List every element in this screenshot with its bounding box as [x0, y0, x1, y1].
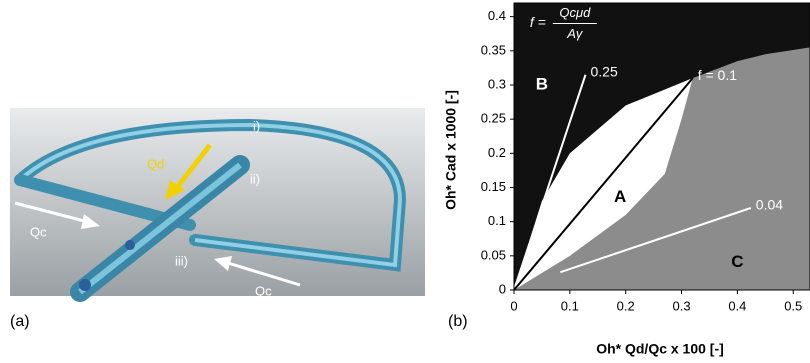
y-tick-label: 0.05: [481, 247, 506, 262]
x-tick-label: 0.1: [561, 298, 579, 313]
y-tick-label: 0.1: [488, 213, 506, 228]
boundary-line: [513, 77, 694, 291]
formula-lhs: f =: [530, 14, 546, 30]
y-tick-label: 0.2: [488, 145, 506, 160]
tube-main-highlight: [78, 162, 242, 295]
photo-label: iii): [175, 253, 188, 268]
photo-background: [10, 108, 425, 296]
x-tick-label: 0: [510, 298, 517, 313]
region: [514, 3, 810, 290]
boundary-line: [513, 74, 587, 291]
y-axis-label: Oh* Cad x 1000 [-]: [443, 90, 459, 210]
photo-label: ii): [250, 171, 260, 186]
x-tick-label: 0.4: [728, 298, 746, 313]
arrow-qc-right: [227, 261, 301, 287]
line-label: 0.25: [590, 63, 617, 79]
y-tick-label: 0.15: [481, 179, 506, 194]
droplet: [125, 240, 135, 250]
y-tick-label: 0.4: [488, 8, 506, 23]
formula-denominator: Aγ: [566, 26, 584, 41]
photo-label: Qc: [255, 283, 272, 298]
x-tick-label: 0.3: [673, 298, 691, 313]
boundary-line: [560, 207, 752, 274]
photo-label: i): [253, 118, 260, 133]
line-label: 0.04: [756, 197, 783, 213]
y-tick-label: 0: [499, 281, 506, 296]
photo-label: Qc: [30, 224, 47, 239]
region-label: C: [731, 252, 743, 271]
tube-highlight: [18, 122, 403, 268]
x-axis-label: Oh* Qd/Qc x 100 [-]: [596, 341, 724, 357]
arrow-qc-left: [14, 201, 89, 224]
chart: B A C 0.25 f = 0.1 0.04 0 0.05 0.1 0.15 0.2 0.25 0.3…: [443, 2, 810, 357]
photo-label: Qd: [147, 156, 164, 171]
plot-frame: [513, 2, 810, 291]
panel-label: (b): [448, 313, 468, 330]
y-tick-label: 0.35: [481, 42, 506, 57]
arrow-qc-left-head: [81, 214, 100, 229]
x-tick-label: 0.5: [784, 298, 802, 313]
x-tick-label: 0.2: [617, 298, 635, 313]
region-label: A: [614, 187, 626, 206]
arrow-qd-head: [165, 180, 185, 200]
droplet: [79, 279, 91, 291]
region-label: B: [536, 74, 548, 93]
y-tick-label: 0.3: [488, 76, 506, 91]
photo: i) ii) iii) Qd Qc Qc: [10, 108, 425, 302]
arrow-qc-right-head: [214, 256, 232, 271]
y-tick-label: 0.25: [481, 111, 506, 126]
arrow-qd: [173, 143, 212, 192]
formula-numerator: Qcμd: [559, 5, 591, 20]
panel-label: (a): [10, 313, 30, 330]
line-label: f = 0.1: [698, 67, 738, 83]
